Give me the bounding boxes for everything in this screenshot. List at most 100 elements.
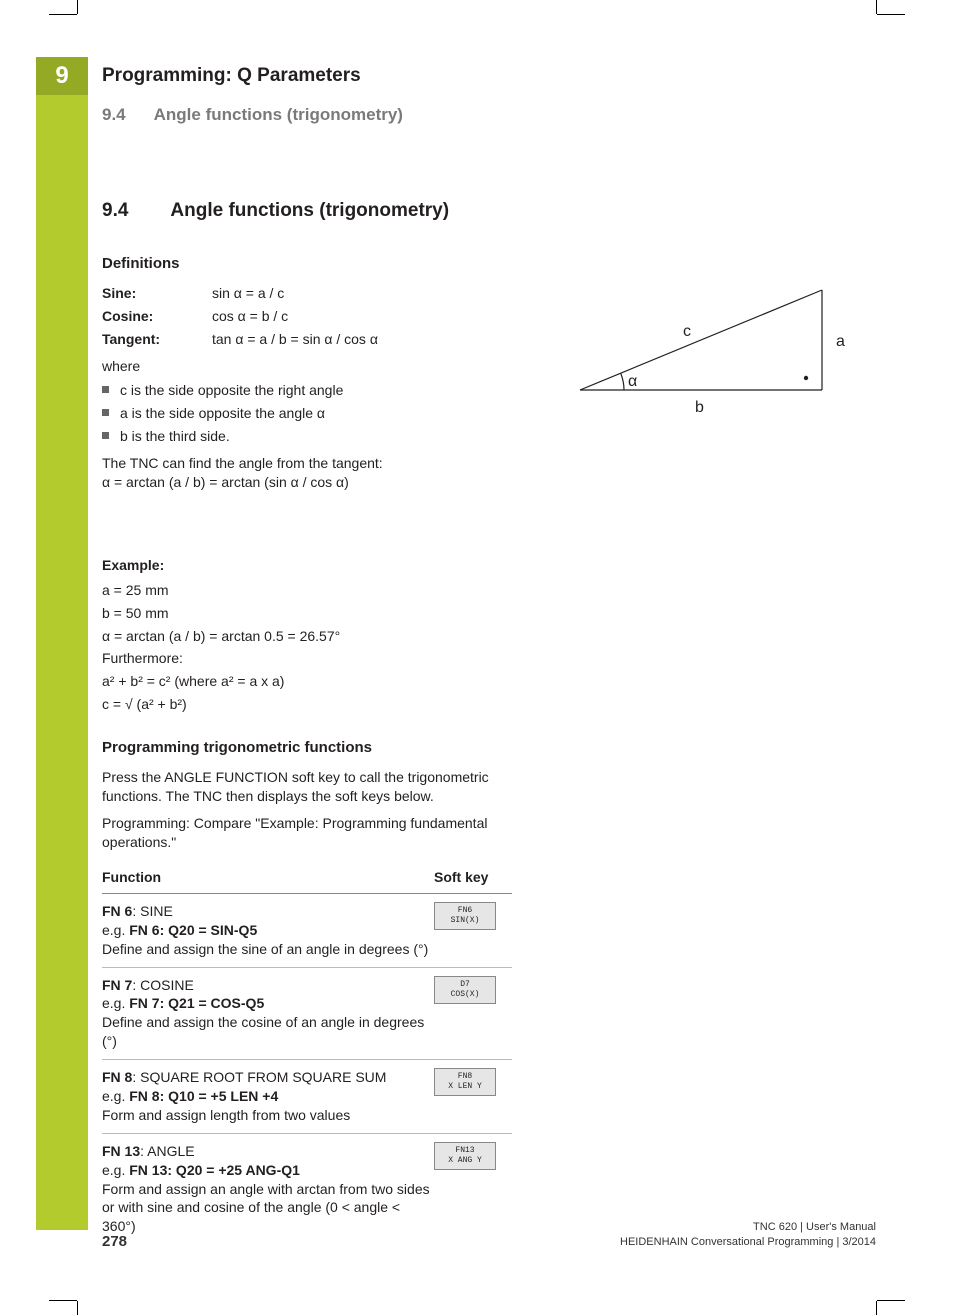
softkey-icon: FN6 SIN(X) [434, 902, 496, 930]
fn-desc: Define and assign the cosine of an angle… [102, 1014, 424, 1049]
content-column: 9.4 Angle functions (trigonometry) Defini… [102, 198, 512, 1244]
svg-text:α: α [628, 373, 637, 390]
example-heading: Example: [102, 556, 512, 575]
softkey-icon: FN8 X LEN Y [434, 1068, 496, 1096]
list-item: c is the side opposite the right angle [102, 381, 512, 400]
page: 9 Programming: Q Parameters 9.4 Angle fun… [0, 0, 954, 1315]
fn-eg-prefix: e.g. [102, 1162, 129, 1178]
chapter-number-badge: 9 [36, 57, 88, 95]
fn-name-rest: : SINE [132, 903, 172, 919]
fn-name-rest: : SQUARE ROOT FROM SQUARE SUM [132, 1069, 386, 1085]
fn-desc: Form and assign length from two values [102, 1107, 350, 1123]
function-cell: FN 8: SQUARE ROOT FROM SQUARE SUM e.g. F… [102, 1060, 434, 1134]
fn-eg-prefix: e.g. [102, 995, 129, 1011]
table-header-softkey: Soft key [434, 864, 512, 893]
softkey-cell: FN8 X LEN Y [434, 1060, 512, 1134]
side-bar [36, 57, 88, 1230]
fn-id: FN 13 [102, 1143, 140, 1159]
svg-text:a: a [836, 333, 845, 350]
section-number: 9.4 [102, 105, 126, 124]
where-label: where [102, 357, 512, 376]
softkey-icon: D7 COS(X) [434, 976, 496, 1004]
programming-heading: Programming trigonometric functions [102, 738, 512, 758]
example-line: b = 50 mm [102, 604, 512, 623]
page-number: 278 [102, 1233, 127, 1250]
definition-row-cosine: Cosine: cos α = b / c [102, 307, 512, 326]
definition-formula: sin α = a / c [212, 284, 512, 303]
fn-eg-prefix: e.g. [102, 1088, 129, 1104]
softkey-line: FN6 [435, 906, 495, 916]
chapter-title: Programming: Q Parameters [102, 65, 361, 87]
softkey-line: SIN(X) [435, 916, 495, 926]
example-line: α = arctan (a / b) = arctan 0.5 = 26.57° [102, 627, 512, 646]
section-heading: 9.4 Angle functions (trigonometry) [102, 198, 512, 224]
fn-desc: Define and assign the sine of an angle i… [102, 941, 428, 957]
crop-mark [49, 1300, 77, 1301]
tnc-tangent-line: The TNC can find the angle from the tang… [102, 454, 512, 473]
table-row: FN 7: COSINE e.g. FN 7: Q21 = COS-Q5 Def… [102, 967, 512, 1060]
softkey-line: X ANG Y [435, 1156, 495, 1166]
fn-name-rest: : COSINE [132, 977, 193, 993]
crop-mark [77, 0, 78, 14]
crop-mark [877, 1300, 905, 1301]
softkey-cell: D7 COS(X) [434, 967, 512, 1060]
arctan-formula: α = arctan (a / b) = arctan (sin α / cos… [102, 473, 512, 492]
footer-line: TNC 620 | User's Manual [620, 1220, 876, 1235]
section-heading-number: 9.4 [102, 200, 128, 221]
fn-id: FN 7 [102, 977, 132, 993]
softkey-line: D7 [435, 980, 495, 990]
softkey-line: FN13 [435, 1146, 495, 1156]
definition-formula: cos α = b / c [212, 307, 512, 326]
programming-block: Programming trigonometric functions Pres… [102, 738, 512, 1244]
function-table: Function Soft key FN 6: SINE e.g. FN 6: … [102, 864, 512, 1244]
section-running-head: 9.4 Angle functions (trigonometry) [102, 105, 403, 125]
triangle-svg: c a b α [560, 270, 860, 430]
svg-text:b: b [695, 399, 704, 416]
crop-mark [876, 1301, 877, 1315]
function-cell: FN 6: SINE e.g. FN 6: Q20 = SIN-Q5 Defin… [102, 893, 434, 967]
definition-row-tangent: Tangent: tan α = a / b = sin α / cos α [102, 330, 512, 349]
fn-id: FN 8 [102, 1069, 132, 1085]
list-item: b is the third side. [102, 427, 512, 446]
table-header-function: Function [102, 864, 434, 893]
example-block: Example: a = 25 mm b = 50 mm α = arctan … [102, 556, 512, 714]
fn-eg: FN 6: Q20 = SIN-Q5 [129, 922, 257, 938]
fn-id: FN 6 [102, 903, 132, 919]
example-line: Furthermore: [102, 649, 512, 668]
crop-mark [77, 1301, 78, 1315]
section-title: Angle functions (trigonometry) [154, 105, 403, 124]
softkey-line: X LEN Y [435, 1082, 495, 1092]
footer-info: TNC 620 | User's Manual HEIDENHAIN Conve… [620, 1220, 876, 1250]
table-row: FN 6: SINE e.g. FN 6: Q20 = SIN-Q5 Defin… [102, 893, 512, 967]
triangle-diagram: c a b α [560, 270, 860, 430]
fn-eg: FN 13: Q20 = +25 ANG-Q1 [129, 1162, 300, 1178]
softkey-line: FN8 [435, 1072, 495, 1082]
fn-eg-prefix: e.g. [102, 922, 129, 938]
definition-label: Sine: [102, 284, 212, 303]
example-line: c = √ (a² + b²) [102, 695, 512, 714]
crop-mark [877, 14, 905, 15]
softkey-line: COS(X) [435, 990, 495, 1000]
list-item: a is the side opposite the angle α [102, 404, 512, 423]
softkey-icon: FN13 X ANG Y [434, 1142, 496, 1170]
definitions-heading: Definitions [102, 254, 512, 274]
crop-mark [49, 14, 77, 15]
example-line: a² + b² = c² (where a² = a x a) [102, 672, 512, 691]
definition-label: Cosine: [102, 307, 212, 326]
fn-eg: FN 8: Q10 = +5 LEN +4 [129, 1088, 278, 1104]
svg-text:c: c [683, 323, 691, 340]
table-row: FN 8: SQUARE ROOT FROM SQUARE SUM e.g. F… [102, 1060, 512, 1134]
programming-paragraph: Press the ANGLE FUNCTION soft key to cal… [102, 768, 512, 806]
function-cell: FN 7: COSINE e.g. FN 7: Q21 = COS-Q5 Def… [102, 967, 434, 1060]
programming-paragraph: Programming: Compare "Example: Programmi… [102, 814, 512, 852]
definition-formula: tan α = a / b = sin α / cos α [212, 330, 512, 349]
fn-eg: FN 7: Q21 = COS-Q5 [129, 995, 264, 1011]
where-list: c is the side opposite the right angle a… [102, 381, 512, 446]
crop-mark [876, 0, 877, 14]
fn-name-rest: : ANGLE [140, 1143, 194, 1159]
page-footer: 278 TNC 620 | User's Manual HEIDENHAIN C… [102, 1220, 876, 1250]
example-line: a = 25 mm [102, 581, 512, 600]
section-heading-title: Angle functions (trigonometry) [170, 200, 449, 221]
softkey-cell: FN6 SIN(X) [434, 893, 512, 967]
footer-line: HEIDENHAIN Conversational Programming | … [620, 1235, 876, 1250]
